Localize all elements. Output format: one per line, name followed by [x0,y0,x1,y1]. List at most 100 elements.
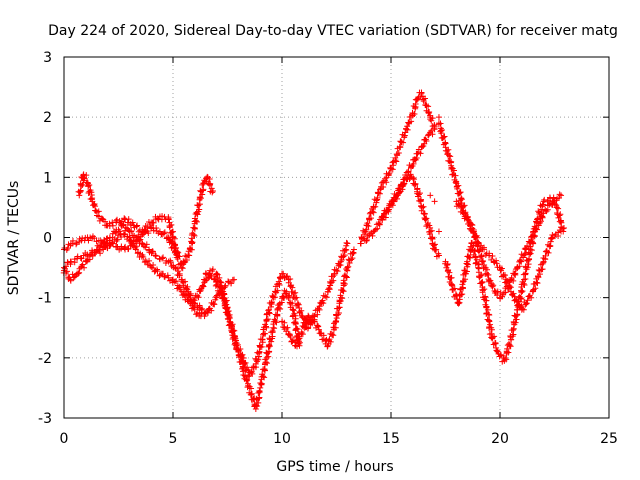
series-trace [114,215,128,227]
series-trace [201,175,210,185]
x-tick-label: 15 [382,431,400,447]
series-trace [75,173,87,196]
series-trace [228,325,242,354]
series-trace [481,296,495,338]
series-trace [85,182,96,203]
data-point [305,312,312,319]
data-point [558,228,565,235]
series-trace [160,254,170,266]
data-point [558,192,565,199]
series-trace [89,233,100,245]
series-trace [519,288,537,313]
series-trace [259,309,273,343]
x-tick-label: 5 [169,431,178,447]
data-point [385,204,392,211]
series-trace [338,239,350,263]
series-trace [74,253,85,262]
series-trace [90,200,102,219]
series-trace [422,102,434,119]
data-point [209,189,216,196]
data-point [76,192,83,199]
series-trace [331,297,344,331]
data-point [113,219,120,226]
series-trace [68,256,78,266]
data-point [427,192,434,199]
series-trace [325,272,338,293]
series-trace [209,266,220,278]
y-tick-label: -1 [38,291,52,307]
series-trace [69,235,83,248]
grid-lines [64,57,609,418]
series-trace [435,120,452,154]
series-trace [282,290,297,314]
series-trace [426,227,439,252]
series-track-K [435,120,565,302]
series-track-H [357,89,438,247]
series-trace [265,289,280,314]
series-trace [432,246,442,260]
series-trace [453,200,471,222]
series-trace [549,227,563,240]
series-trace [534,201,547,223]
series-trace [364,205,377,230]
y-tick-label: -2 [38,351,52,367]
series-trace [396,125,410,150]
series-trace [550,191,563,204]
series-trace [136,250,149,266]
x-tick-label: 10 [273,431,291,447]
data-point [435,252,442,259]
y-tick-label: -3 [38,411,52,427]
series-trace [187,211,201,253]
series-trace [272,273,286,295]
series-trace [67,271,80,284]
series-trace [421,210,434,235]
data-point [390,162,397,169]
series-trace [488,333,501,354]
series-trace [252,336,266,365]
y-axis-label: SDTVAR / TECUs [6,181,22,296]
series-trace [154,266,166,279]
series-trace [61,240,74,253]
series-trace [468,239,482,268]
series-trace [413,188,428,218]
data-point [204,309,211,316]
series-trace [97,236,110,249]
series-trace [257,356,271,388]
chart-title: Day 224 of 2020, Sidereal Day-to-day VTE… [48,23,618,39]
series-trace [444,151,460,186]
data-point [178,264,185,271]
series-trace [377,175,390,192]
series-trace [442,260,456,288]
series-trace [152,253,163,263]
data-point [350,246,357,253]
series-trace [165,215,177,240]
data-point [231,276,238,283]
data-point [248,390,255,397]
series-trace [497,265,514,292]
series-trace [401,172,413,187]
series-trace [263,328,276,360]
series-trace [530,259,547,294]
series-trace [285,275,299,300]
series-trace [383,164,396,179]
series-trace [520,249,534,283]
data-points [60,89,567,412]
data-point [435,114,442,121]
series-trace [120,221,132,234]
series-track-M [453,198,565,313]
series-trace [363,229,376,244]
data-point [475,264,482,271]
series-trace [386,194,400,209]
series-track-F [202,270,303,412]
series-trace [220,295,236,329]
series-trace [344,249,357,270]
x-tick-label: 0 [60,431,69,447]
data-point [435,228,442,235]
series-trace [527,218,540,254]
series-trace [193,180,207,216]
series-trace [541,196,552,205]
series-track-C [75,171,216,272]
series-trace [101,239,114,252]
series-trace [169,278,184,293]
series-trace [280,270,291,281]
